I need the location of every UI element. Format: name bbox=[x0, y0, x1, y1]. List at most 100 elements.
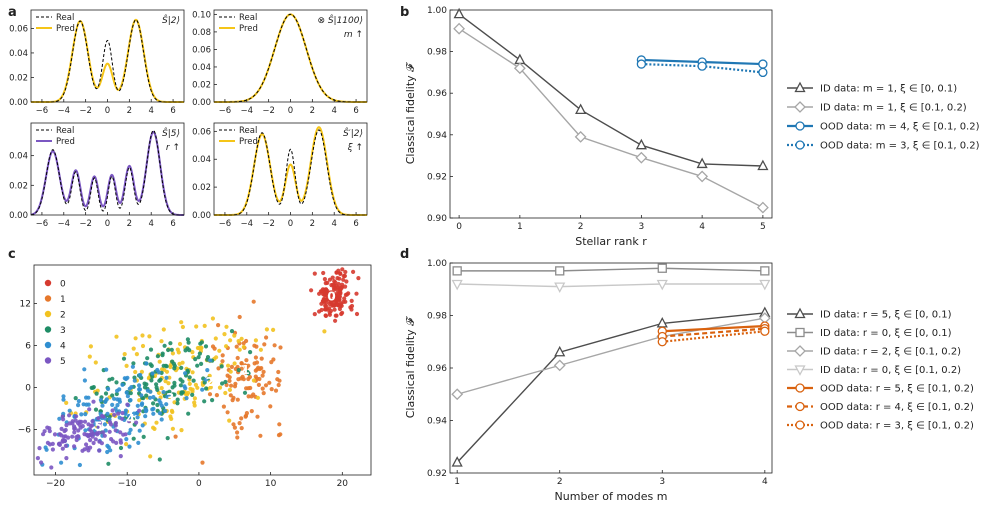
scatter-point bbox=[179, 428, 184, 433]
scatter-point bbox=[67, 413, 72, 418]
scatter-point bbox=[63, 427, 68, 433]
scatter-point bbox=[123, 432, 128, 437]
legend-dot bbox=[44, 295, 52, 302]
scatter-point bbox=[118, 445, 124, 451]
data-point bbox=[636, 59, 647, 69]
scatter-point bbox=[80, 424, 85, 429]
scatter-point bbox=[172, 366, 177, 371]
x-tick-label: 4 bbox=[149, 106, 154, 116]
scatter-point bbox=[82, 378, 87, 383]
x-tick-label: −4 bbox=[58, 106, 71, 116]
y-tick-label: 0.08 bbox=[192, 28, 211, 38]
scatter-point bbox=[41, 432, 46, 437]
scatter-point bbox=[204, 386, 209, 391]
data-point bbox=[453, 7, 465, 19]
scatter-point bbox=[223, 379, 228, 385]
scatter-point bbox=[259, 356, 264, 361]
scatter-point bbox=[114, 380, 119, 385]
scatter-point bbox=[100, 403, 105, 408]
scatter-point bbox=[49, 465, 54, 470]
scatter-point bbox=[234, 344, 239, 349]
scatter-point bbox=[257, 366, 262, 372]
scatter-point bbox=[242, 390, 248, 395]
scatter-point bbox=[246, 363, 251, 368]
scatter-point bbox=[77, 462, 82, 468]
scatter-point bbox=[184, 396, 189, 401]
scatter-point bbox=[228, 369, 233, 374]
panel-label-c: c bbox=[8, 247, 16, 262]
data-point bbox=[451, 388, 464, 401]
y-tick-label: 0.00 bbox=[192, 211, 211, 221]
y-tick-label: 0.98 bbox=[427, 48, 447, 58]
scatter-point bbox=[332, 307, 337, 312]
scatter-point bbox=[195, 363, 200, 368]
scatter-point bbox=[183, 371, 188, 376]
scatter-point bbox=[323, 281, 328, 286]
scatter-point bbox=[112, 412, 117, 417]
y-tick-label: 1.00 bbox=[427, 6, 447, 16]
legend-dot bbox=[44, 357, 52, 364]
panel-label-b: b bbox=[400, 5, 409, 20]
scatter-point bbox=[74, 414, 79, 419]
data-point bbox=[758, 67, 768, 78]
scatter-point bbox=[136, 440, 141, 445]
state-annotation: ⊗ Ŝ|1100⟩ bbox=[317, 14, 363, 26]
scatter-point bbox=[269, 387, 274, 392]
scatter-point bbox=[118, 454, 123, 459]
scatter-point bbox=[137, 408, 142, 413]
scatter-point bbox=[110, 393, 115, 398]
legend-label: OOD data: m = 3, ξ ∈ [0.1, 0.2) bbox=[820, 141, 980, 152]
x-tick-label: 3 bbox=[659, 477, 665, 487]
scatter-point bbox=[186, 340, 191, 345]
x-tick-label: −2 bbox=[79, 219, 92, 229]
x-tick-label: 5 bbox=[760, 222, 766, 232]
scatter-point bbox=[264, 327, 269, 332]
x-tick-label: 4 bbox=[149, 219, 154, 229]
scatter-point bbox=[64, 423, 69, 428]
scatter-point bbox=[160, 351, 165, 356]
y-tick-label: 0.04 bbox=[192, 63, 211, 73]
scatter-point bbox=[235, 355, 240, 361]
x-tick-label: 0 bbox=[288, 219, 293, 229]
scatter-point bbox=[251, 299, 256, 304]
scatter-point bbox=[178, 383, 183, 388]
scatter-point bbox=[93, 437, 98, 442]
x-tick-label: −2 bbox=[262, 106, 275, 116]
legend-pred-label: Pred bbox=[56, 24, 75, 34]
scatter-point bbox=[273, 388, 279, 393]
scatter-point bbox=[81, 402, 86, 407]
scatter-point bbox=[249, 409, 254, 414]
scatter-point bbox=[127, 444, 132, 449]
scatter-point bbox=[67, 408, 72, 413]
series-line bbox=[458, 13, 763, 167]
scatter-point bbox=[216, 323, 221, 328]
scatter-point bbox=[94, 391, 99, 396]
scatter-point bbox=[96, 416, 101, 421]
scatter-point bbox=[337, 288, 342, 293]
series-2 bbox=[451, 312, 771, 401]
scatter-point bbox=[120, 410, 125, 416]
scatter-point bbox=[237, 347, 242, 352]
cluster-label: 2 bbox=[205, 375, 213, 389]
scatter-point bbox=[203, 344, 209, 349]
scatter-point bbox=[72, 430, 77, 435]
scatter-point bbox=[59, 460, 64, 465]
y-tick-label: 0.90 bbox=[427, 214, 447, 224]
scatter-point bbox=[134, 420, 139, 425]
scatter-point bbox=[124, 390, 129, 395]
legend-pred-label: Pred bbox=[239, 137, 258, 147]
legend-dot bbox=[44, 310, 52, 318]
scatter-point bbox=[323, 307, 328, 312]
legend-dot bbox=[44, 341, 52, 349]
scatter-point bbox=[261, 391, 266, 396]
scatter-point bbox=[180, 324, 185, 330]
scatter-point bbox=[243, 414, 248, 419]
scatter-point bbox=[349, 307, 354, 312]
scatter-point bbox=[239, 336, 244, 341]
series-line bbox=[662, 330, 765, 343]
scatter-point bbox=[88, 344, 93, 349]
scatter-point bbox=[143, 414, 148, 419]
data-point bbox=[795, 420, 805, 430]
scatter-point bbox=[50, 441, 55, 446]
scatter-point bbox=[164, 375, 169, 380]
